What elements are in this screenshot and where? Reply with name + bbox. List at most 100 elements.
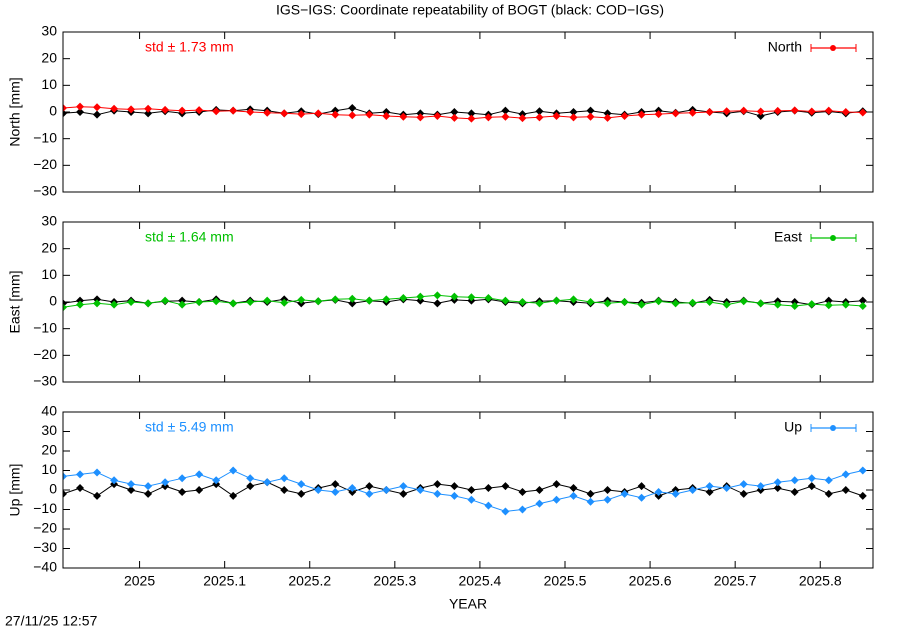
data-point bbox=[841, 470, 850, 479]
data-point bbox=[535, 299, 544, 308]
y-tick-label: 30 bbox=[41, 422, 57, 438]
data-point bbox=[654, 487, 663, 496]
data-point bbox=[76, 108, 85, 116]
plot-area bbox=[63, 291, 867, 312]
x-axis-label: YEAR bbox=[449, 596, 487, 612]
y-tick-label: 30 bbox=[41, 213, 57, 229]
y-tick-label: −10 bbox=[33, 319, 57, 335]
data-point bbox=[620, 298, 629, 306]
legend-swatch bbox=[830, 235, 836, 241]
data-point bbox=[127, 105, 136, 114]
data-point bbox=[399, 489, 408, 498]
y-tick-label: −30 bbox=[33, 373, 57, 389]
data-point bbox=[773, 300, 782, 309]
data-point bbox=[93, 299, 102, 308]
data-point bbox=[586, 106, 595, 115]
data-point bbox=[280, 109, 289, 118]
data-point bbox=[63, 303, 67, 312]
data-point bbox=[603, 113, 612, 122]
x-tick-label: 2025 bbox=[124, 573, 155, 589]
data-point bbox=[739, 480, 748, 489]
x-tick-label: 2025.3 bbox=[373, 573, 416, 589]
data-point bbox=[501, 106, 510, 115]
data-point bbox=[518, 487, 527, 496]
data-point bbox=[178, 300, 187, 309]
data-point bbox=[620, 489, 629, 498]
data-point bbox=[195, 106, 204, 115]
data-point bbox=[348, 294, 357, 303]
data-point bbox=[858, 108, 867, 117]
data-point bbox=[501, 482, 510, 491]
data-point bbox=[229, 106, 238, 115]
data-point bbox=[246, 482, 255, 491]
x-tick-label: 2025.6 bbox=[629, 573, 672, 589]
data-point bbox=[178, 474, 187, 483]
data-point bbox=[688, 298, 697, 307]
legend-label: East bbox=[774, 229, 802, 245]
data-point bbox=[365, 296, 374, 305]
data-point bbox=[501, 296, 510, 305]
data-point bbox=[586, 298, 595, 306]
data-point bbox=[212, 476, 221, 485]
data-point bbox=[518, 114, 527, 123]
data-point bbox=[841, 486, 850, 494]
y-tick-label: −20 bbox=[33, 520, 57, 536]
data-point bbox=[569, 295, 578, 304]
data-point bbox=[586, 489, 595, 498]
data-point bbox=[637, 482, 646, 491]
x-tick-label: 2025.1 bbox=[203, 573, 246, 589]
data-point bbox=[144, 109, 153, 118]
data-point bbox=[76, 470, 85, 479]
data-point bbox=[552, 495, 561, 504]
data-point bbox=[348, 111, 357, 120]
data-point bbox=[688, 108, 697, 117]
data-point bbox=[161, 296, 170, 305]
data-point bbox=[110, 104, 119, 113]
data-point bbox=[348, 299, 357, 308]
data-point bbox=[841, 108, 850, 116]
data-point bbox=[858, 466, 867, 475]
data-point bbox=[671, 489, 680, 498]
plot-frame bbox=[62, 411, 874, 569]
y-tick-label: 0 bbox=[49, 481, 57, 497]
data-point bbox=[195, 486, 204, 494]
data-point bbox=[399, 294, 408, 302]
data-point bbox=[807, 300, 816, 309]
data-point bbox=[161, 478, 170, 487]
data-point bbox=[535, 107, 544, 116]
data-point bbox=[246, 474, 255, 483]
data-point bbox=[484, 484, 493, 493]
data-point bbox=[433, 480, 442, 489]
legend-swatch bbox=[830, 425, 836, 431]
data-point bbox=[569, 491, 578, 500]
data-point bbox=[535, 499, 544, 508]
data-point bbox=[93, 103, 102, 112]
data-point bbox=[739, 297, 748, 306]
y-tick-label: 40 bbox=[41, 403, 57, 419]
data-point bbox=[722, 300, 731, 309]
data-point bbox=[705, 298, 714, 306]
data-point bbox=[467, 293, 476, 302]
data-point bbox=[127, 486, 136, 494]
data-point bbox=[63, 109, 67, 118]
data-point bbox=[195, 298, 204, 306]
data-point bbox=[705, 482, 714, 491]
data-point bbox=[450, 108, 459, 116]
data-point bbox=[280, 474, 289, 483]
data-point bbox=[756, 299, 765, 308]
data-point bbox=[365, 110, 374, 119]
data-point bbox=[76, 484, 85, 493]
data-point bbox=[620, 112, 629, 120]
plot-frame bbox=[62, 31, 874, 193]
data-point bbox=[467, 495, 476, 504]
data-point bbox=[807, 107, 816, 116]
data-point bbox=[603, 486, 612, 494]
data-point bbox=[297, 295, 306, 304]
data-point bbox=[144, 104, 153, 113]
data-point bbox=[586, 497, 595, 506]
data-point bbox=[161, 105, 170, 114]
x-tick-label: 2025.7 bbox=[714, 573, 757, 589]
data-point bbox=[688, 486, 697, 494]
data-point bbox=[756, 112, 765, 120]
